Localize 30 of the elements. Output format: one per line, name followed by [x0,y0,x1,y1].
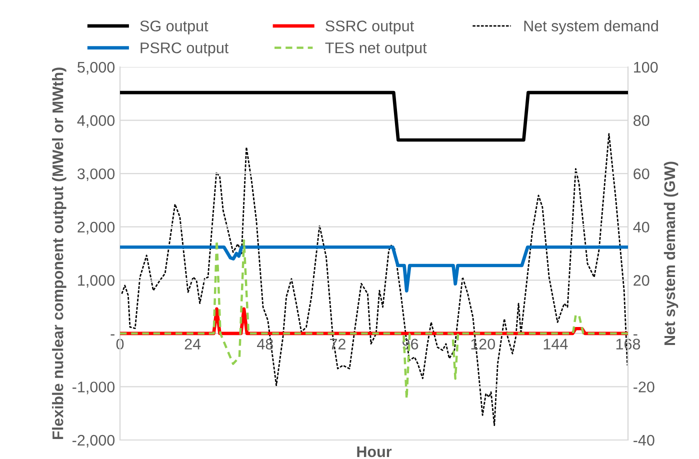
y-axis-title: Flexible nuclear component output (MWel or MWth) [52,68,66,440]
y-tick-label: 5,000 [78,62,115,74]
x-tick-label: 120 [471,338,496,350]
y-tick-label: 3,000 [77,168,115,182]
y-tick-label: -2,000 [72,434,115,448]
legend-label: SG output [140,20,208,34]
y2-tick-label: -40 [634,434,654,446]
x-tick-label: 144 [544,338,568,350]
legend-label: PSRC output [140,42,229,56]
y2-tick-label: - [634,334,638,336]
y2-tick-label: 80 [634,115,650,126]
legend-label: TES net output [325,42,427,56]
y2-tick-label: -20 [634,382,654,392]
y2-tick-label: 40 [633,222,650,233]
y-tick-label: 2,000 [78,222,115,234]
y2-tick-label: 60 [634,168,650,180]
y-tick-label: 1,000 [78,275,115,288]
y2-tick-label: 20 [634,275,650,286]
y-tick-label: -1,000 [72,382,115,394]
legend-label: SSRC output [326,20,414,34]
y2-tick-label: 100 [634,62,658,73]
y-tick-label: - [110,334,114,336]
x-tick-label: 72 [330,338,346,350]
x-axis-title: Hour [357,446,392,458]
x-tick-label: 24 [184,338,201,350]
y-tick-label: 4,000 [77,115,115,128]
legend-label: Net system demand [524,20,658,34]
x-tick-label: 48 [257,338,273,350]
x-tick-label: 168 [616,338,640,350]
y2-axis-title: Net system demand (GW) [664,162,678,346]
